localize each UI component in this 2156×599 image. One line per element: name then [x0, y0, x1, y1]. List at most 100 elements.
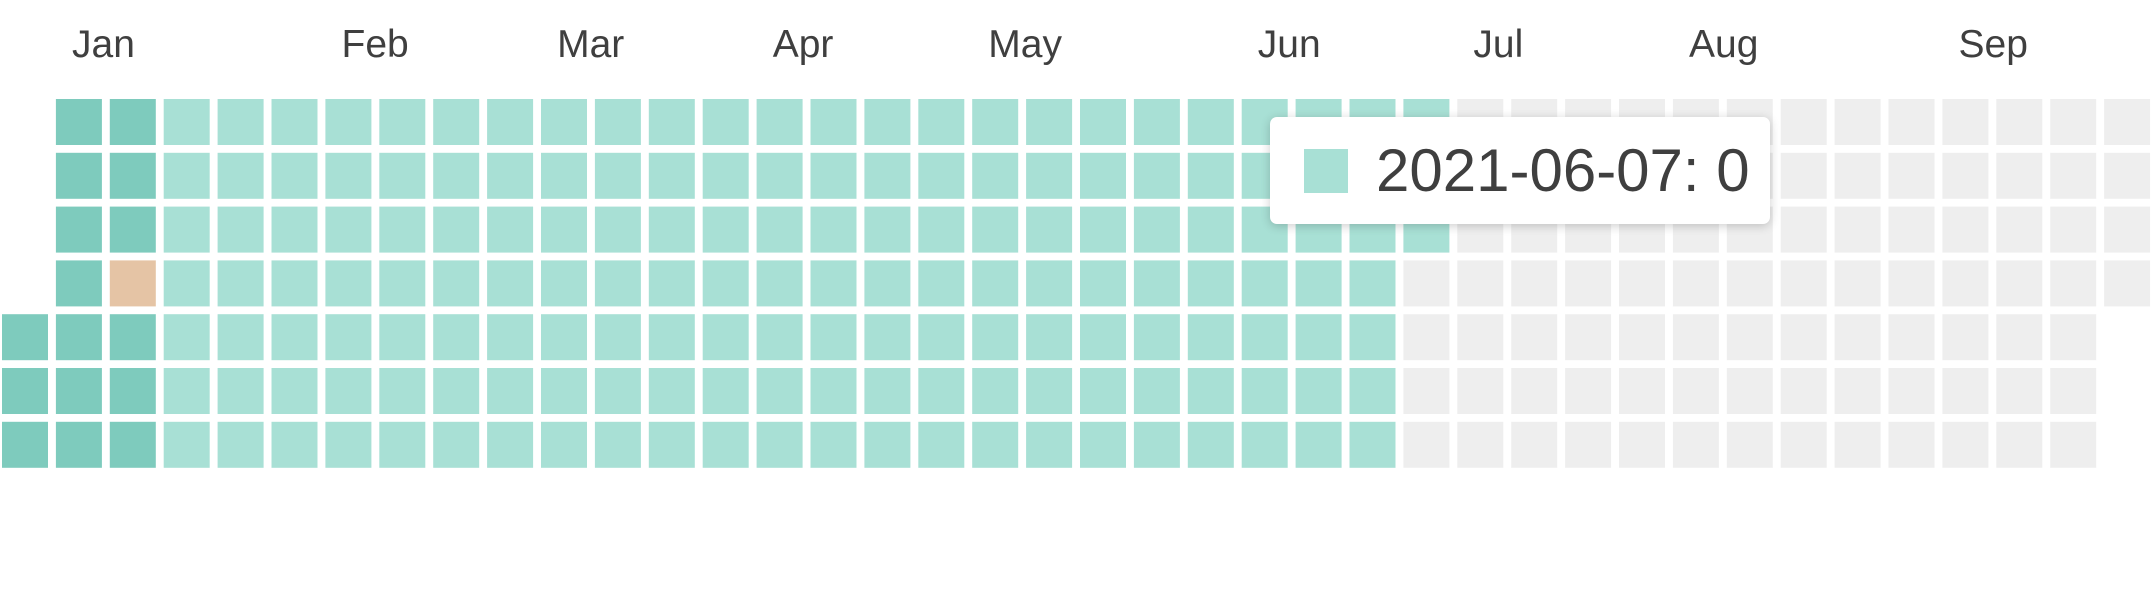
day-cell[interactable] — [2050, 206, 2097, 253]
day-cell[interactable] — [594, 260, 641, 307]
day-cell[interactable] — [2104, 260, 2151, 307]
day-cell[interactable] — [1241, 314, 1288, 361]
day-cell[interactable] — [972, 314, 1019, 361]
day-cell[interactable] — [1942, 260, 1989, 307]
day-cell[interactable] — [1888, 260, 1935, 307]
day-cell[interactable] — [109, 314, 156, 361]
day-cell[interactable] — [648, 368, 695, 414]
day-cell[interactable] — [163, 152, 210, 199]
day-cell[interactable] — [1080, 99, 1126, 145]
day-cell[interactable] — [1349, 421, 1396, 468]
day-cell[interactable] — [702, 152, 749, 199]
day-cell[interactable] — [1726, 260, 1773, 307]
day-cell[interactable] — [487, 260, 534, 307]
day-cell[interactable] — [487, 152, 534, 199]
day-cell[interactable] — [379, 314, 426, 361]
day-cell[interactable] — [972, 99, 1019, 145]
day-cell[interactable] — [1780, 99, 1827, 145]
day-cell[interactable] — [1619, 421, 1665, 468]
day-cell[interactable] — [109, 99, 156, 145]
day-cell[interactable] — [2050, 99, 2097, 145]
day-cell[interactable] — [702, 99, 749, 145]
day-cell[interactable] — [109, 421, 156, 468]
day-cell[interactable] — [541, 152, 587, 199]
day-cell[interactable] — [1295, 314, 1342, 361]
day-cell[interactable] — [918, 206, 965, 253]
day-cell[interactable] — [1457, 421, 1504, 468]
day-cell[interactable] — [1133, 206, 1180, 253]
day-cell[interactable] — [163, 368, 210, 414]
day-cell[interactable] — [1672, 368, 1719, 414]
day-cell[interactable] — [433, 368, 480, 414]
day-cell[interactable] — [1511, 368, 1558, 414]
day-cell[interactable] — [1133, 152, 1180, 199]
day-cell[interactable] — [271, 260, 318, 307]
day-cell[interactable] — [648, 152, 695, 199]
day-cell[interactable] — [756, 368, 803, 414]
day-cell[interactable] — [433, 99, 480, 145]
day-cell[interactable] — [1511, 421, 1558, 468]
day-cell[interactable] — [1780, 421, 1827, 468]
day-cell[interactable] — [1026, 152, 1073, 199]
day-cell[interactable] — [1295, 421, 1342, 468]
day-cell[interactable] — [379, 152, 426, 199]
day-cell[interactable] — [1996, 206, 2043, 253]
day-cell[interactable] — [1834, 260, 1881, 307]
day-cell[interactable] — [1942, 99, 1989, 145]
day-cell[interactable] — [325, 421, 372, 468]
day-cell[interactable] — [810, 206, 857, 253]
day-cell[interactable] — [1565, 368, 1612, 414]
day-cell[interactable] — [810, 314, 857, 361]
day-cell[interactable] — [325, 314, 372, 361]
day-cell[interactable] — [433, 152, 480, 199]
day-cell[interactable] — [594, 314, 641, 361]
day-cell[interactable] — [972, 152, 1019, 199]
day-cell[interactable] — [1672, 260, 1719, 307]
day-cell[interactable] — [1996, 368, 2043, 414]
day-cell[interactable] — [702, 421, 749, 468]
day-cell[interactable] — [1187, 152, 1234, 199]
day-cell[interactable] — [1888, 314, 1935, 361]
day-cell[interactable] — [541, 260, 587, 307]
day-cell[interactable] — [271, 152, 318, 199]
day-cell[interactable] — [1133, 368, 1180, 414]
day-cell[interactable] — [1996, 314, 2043, 361]
day-cell[interactable] — [918, 421, 965, 468]
day-cell[interactable] — [918, 152, 965, 199]
day-cell[interactable] — [1133, 421, 1180, 468]
day-cell[interactable] — [1080, 421, 1126, 468]
day-cell[interactable] — [594, 206, 641, 253]
day-cell[interactable] — [648, 260, 695, 307]
day-cell[interactable] — [1241, 421, 1288, 468]
day-cell[interactable] — [109, 206, 156, 253]
day-cell[interactable] — [271, 206, 318, 253]
day-cell[interactable] — [1457, 314, 1504, 361]
day-cell[interactable] — [1080, 206, 1126, 253]
day-cell[interactable] — [594, 421, 641, 468]
day-cell[interactable] — [1403, 260, 1450, 307]
day-cell[interactable] — [972, 206, 1019, 253]
day-cell[interactable] — [433, 421, 480, 468]
day-cell[interactable] — [1026, 206, 1073, 253]
day-cell[interactable] — [55, 368, 102, 414]
day-cell[interactable] — [1187, 421, 1234, 468]
day-cell[interactable] — [163, 314, 210, 361]
day-cell[interactable] — [1619, 260, 1665, 307]
day-cell[interactable] — [1942, 314, 1989, 361]
day-cell[interactable] — [433, 260, 480, 307]
day-cell[interactable] — [217, 260, 264, 307]
day-cell[interactable] — [109, 152, 156, 199]
day-cell[interactable] — [1780, 368, 1827, 414]
day-cell[interactable] — [217, 421, 264, 468]
day-cell[interactable] — [2050, 421, 2097, 468]
day-cell[interactable] — [1942, 152, 1989, 199]
day-cell[interactable] — [756, 260, 803, 307]
day-cell[interactable] — [1187, 99, 1234, 145]
day-cell[interactable] — [55, 314, 102, 361]
day-cell[interactable] — [325, 368, 372, 414]
day-cell[interactable] — [1457, 260, 1504, 307]
day-cell[interactable] — [487, 99, 534, 145]
day-cell[interactable] — [756, 314, 803, 361]
day-cell[interactable] — [756, 152, 803, 199]
day-cell[interactable] — [1726, 421, 1773, 468]
